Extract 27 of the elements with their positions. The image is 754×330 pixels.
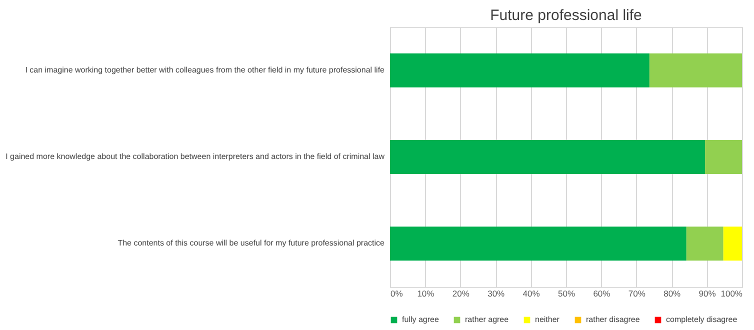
x-tick-label: 100%: [720, 288, 743, 298]
x-tick-label: 80%: [664, 288, 682, 298]
y-tick-label: The contents of this course will be useful for my future professional practice: [118, 238, 386, 248]
bar: [723, 226, 742, 261]
bar: [686, 226, 724, 261]
y-tick-label: I gained more knowledge about the collaboration between interpreters and actors in the field of criminal law: [6, 152, 385, 161]
bar: [390, 140, 706, 174]
y-tick-label: I can imagine working together better with colleagues from the other field in my future professional life: [25, 65, 386, 74]
legend-label: rather disagree: [586, 315, 640, 324]
legend-label: completely disagree: [666, 315, 738, 324]
legend-label: neither: [535, 315, 560, 324]
x-tick-label: 40%: [522, 288, 540, 298]
x-tick-label: 20%: [452, 288, 470, 298]
bar: [390, 53, 650, 88]
bar: [649, 53, 742, 88]
x-tick-label: 90%: [698, 288, 716, 298]
bar: [390, 226, 686, 261]
x-tick-label: 50%: [558, 288, 576, 298]
legend-label: rather agree: [465, 315, 510, 324]
chart-title: Future professional life: [490, 7, 642, 24]
x-tick-label: 30%: [488, 288, 506, 298]
bar: [705, 140, 742, 174]
x-tick-label: 60%: [593, 288, 611, 298]
legend-label: fully agree: [402, 315, 440, 324]
x-tick-label: 70%: [628, 288, 646, 298]
x-tick-label: 10%: [417, 288, 435, 298]
x-tick-label: 0%: [390, 288, 404, 298]
